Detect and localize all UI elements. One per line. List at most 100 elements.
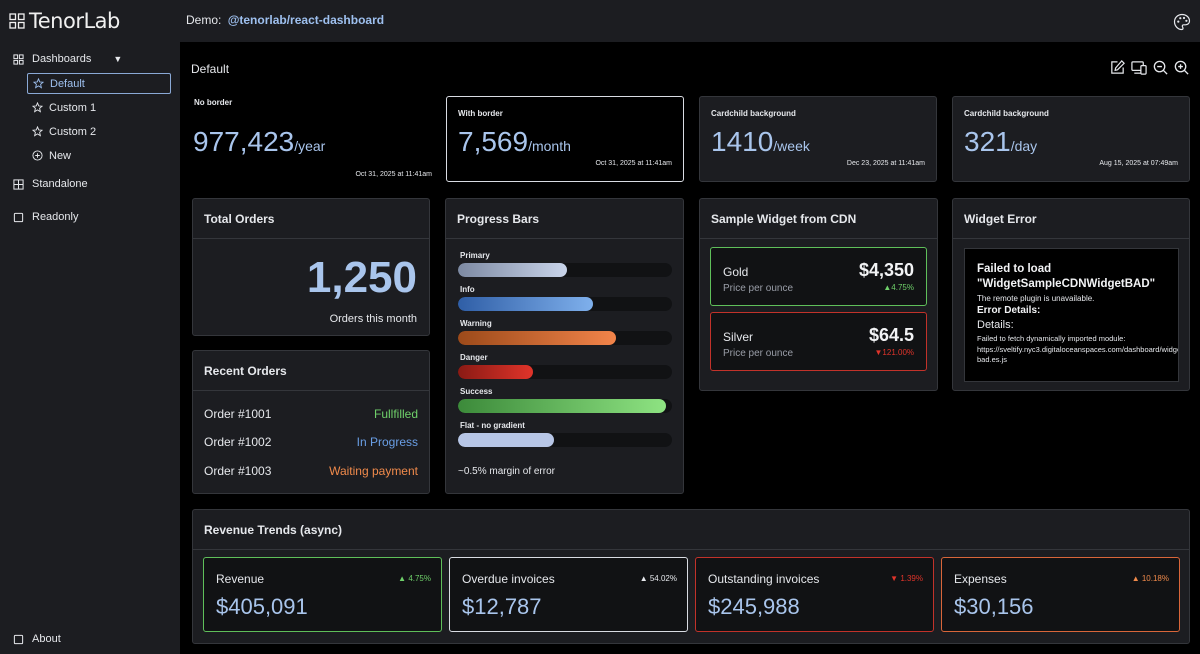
- metal-card-silver[interactable]: Silver Price per ounce $64.5 ▼121.00%: [710, 312, 927, 371]
- widget-title: Sample Widget from CDN: [700, 199, 937, 239]
- order-row[interactable]: Order #1001 Fullfilled: [204, 407, 418, 421]
- progress-label-danger: Danger: [460, 353, 488, 362]
- stat-card-cardchild-day: Cardchild background 321/day Aug 15, 202…: [952, 96, 1190, 182]
- stat-title: Cardchild background: [964, 109, 1049, 118]
- progress-label-flat: Flat - no gradient: [460, 421, 525, 430]
- stat-unit: /month: [528, 138, 571, 154]
- progress-track-flat: [458, 433, 672, 447]
- sidebar-item-custom-1[interactable]: Custom 1: [27, 97, 171, 118]
- order-row[interactable]: Order #1003 Waiting payment: [204, 464, 418, 478]
- widget-title: Recent Orders: [193, 351, 429, 391]
- stat-date: Oct 31, 2025 at 11:41am: [595, 160, 672, 167]
- revenue-card[interactable]: Revenue ▲ 4.75% $405,091: [203, 557, 442, 632]
- progress-fill-danger: [458, 365, 533, 379]
- metal-change: ▲4.75%: [883, 283, 914, 292]
- logo-icon: [9, 13, 25, 29]
- progress-fill-success: [458, 399, 666, 413]
- sidebar-item-default[interactable]: Default: [27, 73, 171, 94]
- progress-track-primary: [458, 263, 672, 277]
- sidebar-item-label: About: [32, 633, 61, 645]
- stat-value: 1410/week: [711, 126, 810, 158]
- zoom-out-icon[interactable]: [1152, 59, 1169, 76]
- sidebar-item-label: Custom 1: [49, 101, 97, 114]
- star-icon: [33, 78, 44, 89]
- sidebar-item-label: Readonly: [32, 211, 79, 223]
- revenue-card-title: Expenses: [954, 572, 1007, 586]
- progress-label-primary: Primary: [460, 251, 490, 260]
- revenue-card-value: $245,988: [708, 594, 800, 619]
- outstanding-invoices-card[interactable]: Outstanding invoices ▼ 1.39% $245,988: [695, 557, 934, 632]
- stat-date: Oct 31, 2025 at 11:41am: [355, 171, 432, 178]
- square-icon: [13, 634, 24, 644]
- order-status: Fullfilled: [373, 407, 418, 421]
- sidebar-item-about[interactable]: About: [13, 633, 61, 645]
- progress-track-danger: [458, 365, 672, 379]
- sidebar-item-dashboards[interactable]: Dashboards ▼: [13, 53, 173, 65]
- widget-progress-bars: Progress Bars Primary Info Warning Dange…: [445, 198, 684, 494]
- metal-change: ▼121.00%: [874, 348, 915, 357]
- sidebar-item-label: Default: [50, 77, 85, 90]
- grid-icon: [13, 53, 24, 65]
- stat-unit: /year: [294, 138, 326, 154]
- widget-total-orders: Total Orders 1,250 Orders this month: [192, 198, 430, 336]
- star-icon: [32, 126, 43, 137]
- progress-track-info: [458, 297, 672, 311]
- edit-icon[interactable]: [1109, 59, 1126, 76]
- revenue-card-value: $405,091: [216, 594, 308, 619]
- topbar: Demo: @tenorlab/react-dashboard: [180, 0, 1200, 42]
- metal-subtitle: Price per ounce: [723, 348, 794, 359]
- demo-package-link[interactable]: @tenorlab/react-dashboard: [227, 13, 385, 27]
- caret-down-icon[interactable]: ▼: [113, 54, 123, 64]
- order-id: Order #1001: [204, 407, 272, 421]
- order-row[interactable]: Order #1002 In Progress: [204, 435, 418, 449]
- stat-title: Cardchild background: [711, 109, 796, 118]
- stat-card-with-border: With border 7,569/month Oct 31, 2025 at …: [446, 96, 684, 182]
- zoom-in-icon[interactable]: [1173, 59, 1190, 76]
- widget-title: Revenue Trends (async): [193, 510, 1189, 550]
- layout-icon: [13, 178, 24, 190]
- error-details-label: Details:: [977, 319, 1014, 331]
- expenses-card[interactable]: Expenses ▲ 10.18% $30,156: [941, 557, 1180, 632]
- stat-number: 7,569: [458, 126, 529, 157]
- widget-title: Total Orders: [193, 199, 429, 239]
- logo[interactable]: TenorLab: [9, 9, 120, 33]
- stat-date: Dec 23, 2025 at 11:41am: [846, 160, 925, 167]
- progress-fill-info: [458, 297, 593, 311]
- revenue-card-change: ▲ 4.75%: [398, 574, 431, 583]
- revenue-card-title: Overdue invoices: [462, 572, 555, 586]
- sidebar-item-standalone[interactable]: Standalone: [13, 178, 88, 190]
- progress-fill-primary: [458, 263, 568, 277]
- error-message: Failed to fetch dynamically imported mod…: [977, 334, 1178, 364]
- progress-label-warning: Warning: [460, 319, 492, 328]
- page-title: Default: [191, 62, 230, 76]
- sidebar-item-readonly[interactable]: Readonly: [13, 211, 78, 223]
- progress-fill-flat: [458, 433, 555, 447]
- stat-title: With border: [458, 109, 503, 118]
- sidebar-item-label: Standalone: [32, 178, 88, 190]
- progress-track-warning: [458, 331, 672, 345]
- error-details-bold: Error Details:: [977, 305, 1041, 316]
- revenue-card-change: ▲ 10.18%: [1131, 574, 1169, 583]
- stat-date: Aug 15, 2025 at 07:49am: [1099, 160, 1178, 167]
- metal-subtitle: Price per ounce: [723, 283, 794, 294]
- order-status: In Progress: [356, 435, 418, 449]
- sidebar-item-new[interactable]: New: [27, 145, 171, 166]
- metal-price: $64.5: [868, 325, 914, 345]
- overdue-invoices-card[interactable]: Overdue invoices ▲ 54.02% $12,787: [449, 557, 688, 632]
- progress-fill-warning: [458, 331, 617, 345]
- order-status: Waiting payment: [329, 464, 418, 478]
- total-orders-value: 1,250: [306, 253, 417, 302]
- sidebar-item-label: Dashboards: [32, 53, 92, 65]
- stat-title: No border: [194, 98, 233, 107]
- metal-card-gold[interactable]: Gold Price per ounce $4,350 ▲4.75%: [710, 247, 927, 306]
- devices-icon[interactable]: [1130, 59, 1148, 76]
- margin-note: ~0.5% margin of error: [458, 466, 555, 477]
- sidebar-item-custom-2[interactable]: Custom 2: [27, 121, 171, 142]
- error-panel: Failed to load "WidgetSampleCDNWidgetBAD…: [964, 248, 1179, 382]
- star-icon: [32, 102, 43, 113]
- palette-icon[interactable]: [1173, 13, 1191, 31]
- dashboard-toolbar: [1109, 59, 1190, 76]
- widget-revenue-trends: Revenue Trends (async) Revenue ▲ 4.75% $…: [192, 509, 1190, 644]
- revenue-card-value: $12,787: [462, 594, 542, 619]
- revenue-card-title: Outstanding invoices: [708, 572, 820, 586]
